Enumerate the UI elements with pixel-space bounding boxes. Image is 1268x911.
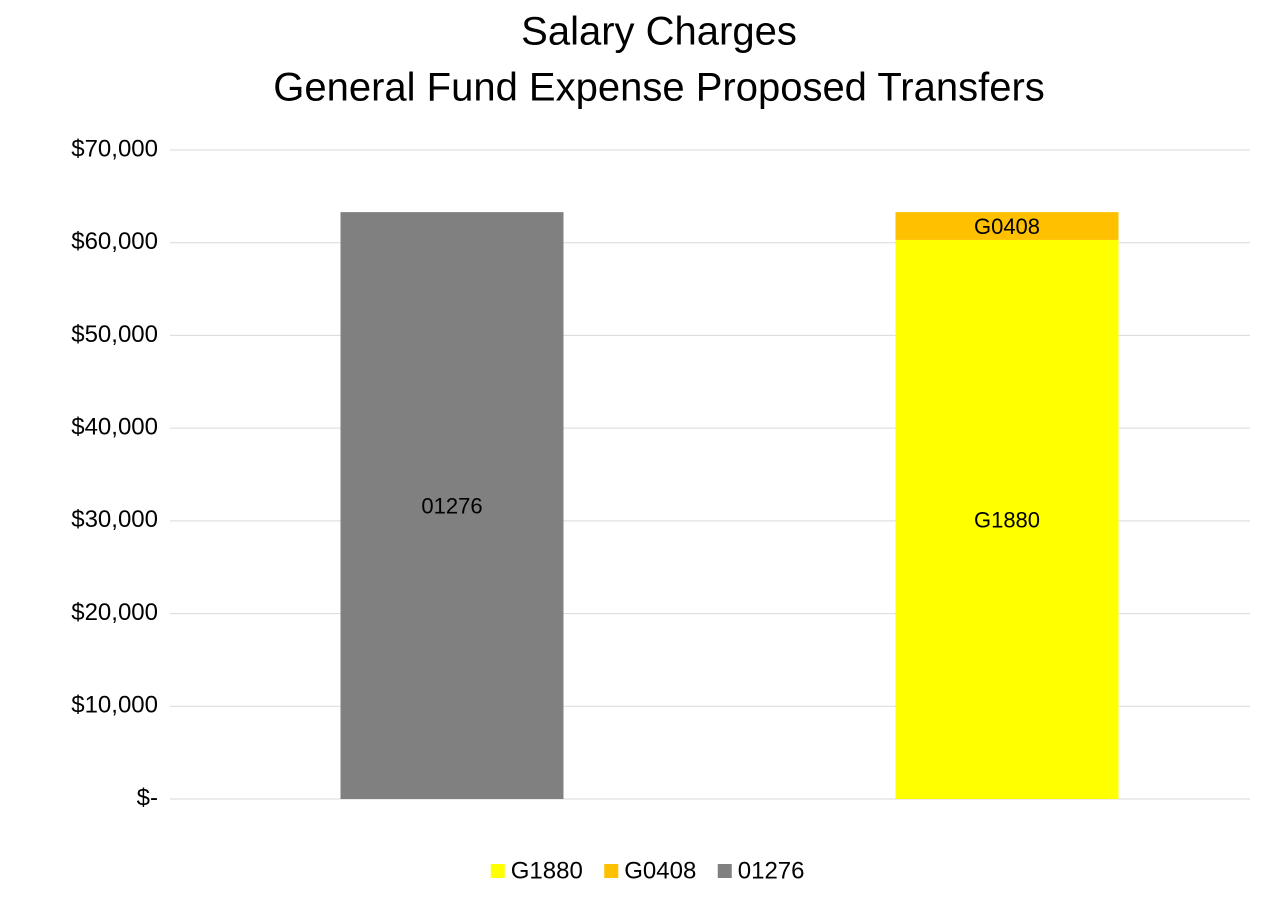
y-tick-label: $50,000	[71, 321, 158, 348]
y-tick-label: $30,000	[71, 506, 158, 533]
y-tick-label: $20,000	[71, 599, 158, 626]
data-label: G0408	[974, 214, 1040, 239]
legend-swatch	[604, 864, 619, 878]
bar-segment	[340, 212, 564, 799]
chart-title: Salary Charges	[521, 10, 797, 54]
legend-label: G0408	[624, 857, 696, 884]
y-tick-label: $40,000	[71, 413, 158, 440]
y-tick-label: $-	[137, 784, 158, 811]
legend-label: G1880	[511, 857, 583, 884]
bar-segment	[895, 239, 1119, 799]
legend-swatch	[490, 864, 505, 878]
bar-segment	[895, 212, 1119, 240]
legend-label: 01276	[738, 857, 805, 884]
y-tick-label: $10,000	[71, 692, 158, 719]
y-tick-label: $60,000	[71, 228, 158, 255]
legend-swatch	[717, 864, 732, 878]
chart-title: General Fund Expense Proposed Transfers	[273, 66, 1045, 110]
data-label: 01276	[421, 493, 482, 518]
data-label: G1880	[974, 507, 1040, 532]
y-tick-label: $70,000	[71, 135, 158, 162]
